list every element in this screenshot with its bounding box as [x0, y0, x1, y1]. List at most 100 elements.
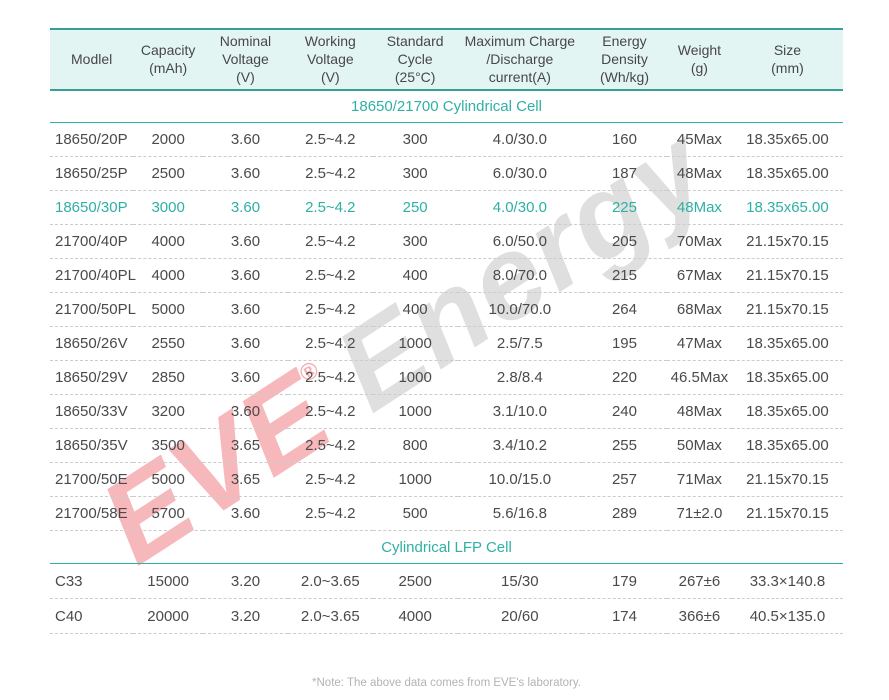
model-cell: 18650/26V	[50, 326, 134, 362]
column-header: Nominal Voltage (V)	[203, 28, 288, 91]
value-cell: 3.60	[203, 326, 288, 362]
value-cell: 2.5~4.2	[287, 122, 373, 158]
table-row: 18650/26V 2550 3.60 2.5~4.2 1000 2.5/7.5 195 47…	[50, 326, 843, 362]
value-cell: 48Max	[666, 394, 732, 430]
footnote: *Note: The above data comes from EVE's l…	[312, 677, 581, 689]
model-cell: 21700/58E	[50, 496, 134, 532]
column-header: Energy Density (Wh/kg)	[582, 28, 667, 91]
value-cell: 3.20	[203, 598, 288, 635]
value-cell: 1000	[372, 326, 458, 362]
model-cell: 18650/25P	[50, 156, 134, 192]
value-cell: 18.35x65.00	[731, 156, 843, 192]
value-cell: 21.15x70.15	[731, 292, 843, 328]
model-cell: C40	[50, 598, 134, 635]
model-cell: 21700/50E	[50, 462, 134, 498]
value-cell: 46.5Max	[666, 360, 732, 396]
value-cell: 4.0/30.0	[457, 122, 583, 158]
value-cell: 2.0~3.65	[287, 598, 373, 635]
value-cell: 174	[582, 598, 667, 635]
value-cell: 2.5/7.5	[457, 326, 583, 362]
value-cell: 2.5~4.2	[287, 156, 373, 192]
value-cell: 5000	[133, 462, 204, 498]
value-cell: 2000	[133, 122, 204, 158]
value-cell: 3.60	[203, 224, 288, 260]
value-cell: 3.60	[203, 156, 288, 192]
table-row: 21700/50E 5000 3.65 2.5~4.2 1000 10.0/15.0 257…	[50, 462, 843, 498]
value-cell: 289	[582, 496, 667, 532]
value-cell: 48Max	[666, 156, 732, 192]
value-cell: 220	[582, 360, 667, 396]
value-cell: 18.35x65.00	[731, 122, 843, 158]
model-cell: 21700/40P	[50, 224, 134, 260]
value-cell: 240	[582, 394, 667, 430]
value-cell: 71±2.0	[666, 496, 732, 532]
value-cell: 8.0/70.0	[457, 258, 583, 294]
table-row: 18650/20P 2000 3.60 2.5~4.2 300 4.0/30.0 160 45…	[50, 122, 843, 158]
value-cell: 18.35x65.00	[731, 190, 843, 226]
value-cell: 300	[372, 122, 458, 158]
table-body: 18650/21700 Cylindrical Cell 18650/20P 200…	[50, 89, 843, 635]
value-cell: 5700	[133, 496, 204, 532]
value-cell: 3.1/10.0	[457, 394, 583, 430]
value-cell: 20000	[133, 598, 204, 635]
model-cell: 18650/33V	[50, 394, 134, 430]
column-header: Weight (g)	[666, 28, 732, 91]
value-cell: 2.5~4.2	[287, 190, 373, 226]
value-cell: 2.5~4.2	[287, 292, 373, 328]
value-cell: 2500	[133, 156, 204, 192]
section-title: 18650/21700 Cylindrical Cell	[50, 89, 843, 124]
value-cell: 70Max	[666, 224, 732, 260]
spec-table-container: Modlel Capacity (mAh) Nominal Voltage (V) W…	[50, 28, 843, 635]
value-cell: 2.5~4.2	[287, 496, 373, 532]
value-cell: 3.20	[203, 563, 288, 600]
value-cell: 2.5~4.2	[287, 394, 373, 430]
value-cell: 3.65	[203, 428, 288, 464]
value-cell: 2550	[133, 326, 204, 362]
value-cell: 2.5~4.2	[287, 224, 373, 260]
value-cell: 67Max	[666, 258, 732, 294]
value-cell: 3.60	[203, 394, 288, 430]
value-cell: 2.8/8.4	[457, 360, 583, 396]
value-cell: 3.60	[203, 496, 288, 532]
table-row: 21700/40PL 4000 3.60 2.5~4.2 400 8.0/70.0 215 6…	[50, 258, 843, 294]
table-row: 18650/33V 3200 3.60 2.5~4.2 1000 3.1/10.0 240 4…	[50, 394, 843, 430]
table-row: 21700/58E 5700 3.60 2.5~4.2 500 5.6/16.8 289 71…	[50, 496, 843, 532]
value-cell: 195	[582, 326, 667, 362]
value-cell: 5.6/16.8	[457, 496, 583, 532]
value-cell: 179	[582, 563, 667, 600]
value-cell: 15000	[133, 563, 204, 600]
model-cell: 21700/50PL	[50, 292, 136, 328]
value-cell: 2.5~4.2	[287, 326, 373, 362]
value-cell: 225	[582, 190, 667, 226]
value-cell: 20/60	[457, 598, 583, 635]
value-cell: 45Max	[666, 122, 732, 158]
value-cell: 300	[372, 224, 458, 260]
table-row: 18650/25P 2500 3.60 2.5~4.2 300 6.0/30.0 187 48…	[50, 156, 843, 192]
model-cell: C33	[50, 563, 134, 600]
value-cell: 4000	[133, 258, 204, 294]
value-cell: 21.15x70.15	[731, 258, 843, 294]
value-cell: 3.60	[203, 258, 288, 294]
value-cell: 47Max	[666, 326, 732, 362]
value-cell: 50Max	[666, 428, 732, 464]
value-cell: 2850	[133, 360, 204, 396]
value-cell: 21.15x70.15	[731, 462, 843, 498]
value-cell: 4000	[133, 224, 204, 260]
value-cell: 264	[582, 292, 667, 328]
model-cell: 21700/40PL	[50, 258, 136, 294]
column-header: Standard Cycle (25°C)	[372, 28, 458, 91]
value-cell: 3.60	[203, 292, 288, 328]
value-cell: 3500	[133, 428, 204, 464]
value-cell: 21.15x70.15	[731, 224, 843, 260]
model-cell: 18650/30P	[50, 190, 134, 226]
value-cell: 3.65	[203, 462, 288, 498]
value-cell: 1000	[372, 462, 458, 498]
section-title-row: Cylindrical LFP Cell	[50, 530, 843, 565]
value-cell: 3200	[133, 394, 204, 430]
value-cell: 40.5×135.0	[731, 598, 843, 635]
value-cell: 4000	[372, 598, 458, 635]
model-cell: 18650/29V	[50, 360, 134, 396]
table-row: 21700/50PL 5000 3.60 2.5~4.2 400 10.0/70.0 264…	[50, 292, 843, 328]
value-cell: 3.4/10.2	[457, 428, 583, 464]
